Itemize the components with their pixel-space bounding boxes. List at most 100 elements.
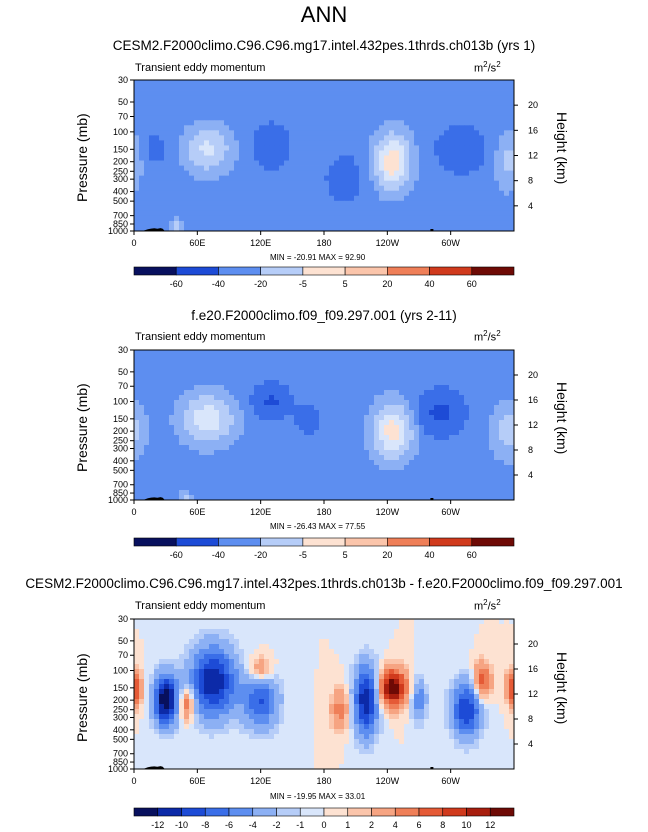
field-cell bbox=[204, 435, 210, 441]
field-cell bbox=[174, 175, 180, 182]
field-cell bbox=[469, 420, 475, 426]
field-cell bbox=[329, 220, 335, 227]
field-cell bbox=[364, 195, 370, 202]
field-cell bbox=[199, 135, 205, 141]
field-cell bbox=[244, 100, 250, 106]
field-cell bbox=[384, 460, 390, 466]
field-cell bbox=[299, 440, 305, 446]
field-cell bbox=[359, 80, 365, 86]
field-cell bbox=[164, 115, 170, 121]
field-cell bbox=[489, 445, 495, 451]
field-cell bbox=[334, 350, 340, 356]
field-cell bbox=[329, 495, 335, 501]
field-cell bbox=[189, 420, 195, 426]
field-cell bbox=[284, 415, 290, 421]
field-cell bbox=[379, 120, 385, 126]
field-cell bbox=[379, 220, 385, 227]
panel-2-subtitle: Transient eddy momentum bbox=[135, 331, 266, 343]
field-cell bbox=[434, 120, 440, 126]
field-cell bbox=[319, 360, 325, 366]
field-cell bbox=[229, 470, 235, 476]
field-cell bbox=[184, 485, 190, 491]
field-cell bbox=[209, 175, 215, 182]
field-cell bbox=[179, 470, 185, 476]
field-cell bbox=[349, 470, 355, 476]
field-cell bbox=[164, 105, 170, 111]
field-cell bbox=[259, 180, 265, 187]
field-cell bbox=[314, 160, 320, 166]
field-cell bbox=[199, 400, 205, 406]
field-cell bbox=[424, 190, 430, 197]
field-cell bbox=[399, 445, 405, 451]
field-cell bbox=[379, 425, 385, 431]
field-cell bbox=[249, 410, 255, 416]
y-tick-label: 200 bbox=[113, 157, 128, 167]
field-cell bbox=[229, 80, 235, 86]
field-cell bbox=[309, 85, 315, 91]
field-cell bbox=[214, 220, 220, 227]
field-cell bbox=[244, 370, 250, 376]
field-cell bbox=[344, 370, 350, 376]
field-cell bbox=[179, 175, 185, 182]
field-cell bbox=[359, 195, 365, 202]
field-cell bbox=[174, 225, 180, 232]
field-cell bbox=[474, 120, 480, 126]
field-cell bbox=[269, 100, 275, 106]
field-cell bbox=[324, 460, 330, 466]
field-cell bbox=[354, 465, 360, 471]
field-cell bbox=[219, 195, 225, 202]
field-cell bbox=[374, 145, 380, 151]
field-cell bbox=[334, 480, 340, 486]
field-cell bbox=[249, 180, 255, 187]
field-cell bbox=[254, 440, 260, 446]
field-cell bbox=[319, 175, 325, 182]
field-cell bbox=[484, 629, 490, 635]
field-cell bbox=[274, 629, 280, 635]
field-cell bbox=[249, 629, 255, 635]
field-cell bbox=[304, 415, 310, 421]
field-cell bbox=[444, 105, 450, 111]
field-cell bbox=[499, 80, 505, 86]
field-cell bbox=[474, 395, 480, 401]
field-cell bbox=[389, 360, 395, 366]
field-cell bbox=[499, 440, 505, 446]
field-cell bbox=[329, 160, 335, 166]
field-cell bbox=[434, 100, 440, 106]
field-cell bbox=[509, 485, 515, 491]
height-tick-label: 4 bbox=[528, 470, 533, 480]
field-cell bbox=[344, 95, 350, 101]
field-cell bbox=[189, 190, 195, 197]
field-cell bbox=[144, 480, 150, 486]
field-cell bbox=[324, 390, 330, 396]
field-cell bbox=[259, 405, 265, 411]
field-cell bbox=[309, 195, 315, 202]
field-cell bbox=[429, 220, 435, 227]
field-cell bbox=[229, 190, 235, 197]
field-cell bbox=[499, 375, 505, 381]
field-cell bbox=[249, 470, 255, 476]
field-cell bbox=[254, 215, 260, 222]
field-cell bbox=[334, 155, 340, 161]
field-cell bbox=[449, 205, 455, 212]
field-cell bbox=[379, 145, 385, 151]
field-cell bbox=[209, 375, 215, 381]
field-cell bbox=[409, 420, 415, 426]
field-cell bbox=[504, 480, 510, 486]
field-cell bbox=[369, 624, 375, 630]
field-cell bbox=[449, 220, 455, 227]
field-cell bbox=[154, 140, 160, 146]
field-cell bbox=[459, 455, 465, 461]
field-cell bbox=[479, 120, 485, 126]
field-cell bbox=[309, 155, 315, 161]
field-cell bbox=[334, 160, 340, 166]
field-cell bbox=[459, 225, 465, 232]
field-cell bbox=[274, 465, 280, 471]
field-cell bbox=[494, 624, 500, 630]
field-cell bbox=[304, 395, 310, 401]
field-cell bbox=[329, 225, 335, 232]
field-cell bbox=[419, 415, 425, 421]
field-cell bbox=[339, 375, 345, 381]
field-cell bbox=[204, 634, 210, 640]
field-cell bbox=[469, 350, 475, 356]
field-cell bbox=[174, 475, 180, 481]
